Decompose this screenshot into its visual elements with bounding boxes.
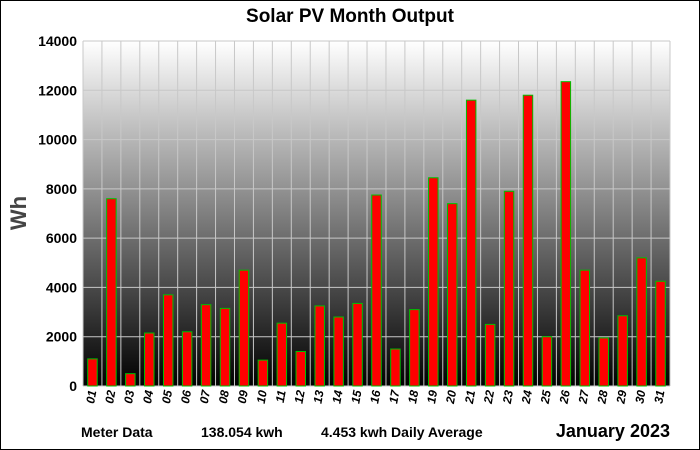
bar [617,315,628,387]
bar [87,358,98,387]
x-tick-label: 07 [197,388,213,405]
month-total: 138.054 kwh [201,424,283,440]
y-axis-label: Wh [6,196,31,230]
x-tick-label: 21 [462,389,478,406]
x-tick-label: 22 [481,389,497,406]
x-tick-label: 03 [121,389,137,405]
bar [598,337,609,387]
x-tick-label: 27 [575,388,592,406]
bar [276,322,288,387]
bar [409,309,420,387]
bar [428,177,439,387]
x-tick-label: 06 [178,389,194,405]
x-tick-label: 14 [329,389,345,405]
bar [200,304,212,387]
bar [503,190,515,387]
x-tick-label: 17 [386,388,402,405]
x-tick-label: 12 [292,389,308,405]
x-tick-label: 04 [140,389,156,405]
x-tick-label: 13 [311,389,327,405]
x-tick-label: 15 [348,389,364,405]
x-tick-label: 18 [405,389,421,405]
bar [162,294,174,387]
x-tick-label: 30 [632,389,648,405]
bar [655,280,666,387]
bar [238,269,250,387]
x-tick-label: 29 [613,389,629,406]
x-tick-label: 02 [102,389,118,405]
bar [447,203,458,387]
x-tick-label: 20 [443,389,459,406]
x-tick-label: 08 [216,389,232,405]
bar [181,331,193,387]
bar [352,302,363,387]
x-tick-label: 19 [424,389,440,405]
y-tick-label: 8000 [46,181,77,197]
bar [541,336,553,387]
daily-average: 4.453 kwh Daily Average [321,424,483,440]
x-tick-label: 10 [254,389,270,405]
bar [371,194,382,387]
bar [465,99,477,387]
month-label: January 2023 [555,421,670,441]
y-tick-label: 0 [69,378,77,394]
y-tick-label: 4000 [46,279,77,295]
y-tick-label: 10000 [38,132,77,148]
y-tick-label: 14000 [38,33,77,49]
bar [257,359,269,387]
x-tick-label: 28 [594,389,610,406]
x-tick-label: 05 [159,389,175,405]
bar [333,316,344,387]
bar [219,307,231,387]
bar [125,373,136,387]
x-tick-label: 31 [651,389,667,405]
bar [522,94,534,387]
y-tick-label: 12000 [38,82,77,98]
bar [560,81,572,387]
meter-data-label: Meter Data [81,424,153,440]
bar [579,269,591,387]
x-tick-label: 16 [367,389,383,405]
bar [390,348,401,387]
x-tick-label: 01 [83,389,99,405]
x-tick-label: 25 [538,389,554,406]
y-tick-label: 6000 [46,230,77,246]
bar [144,332,155,387]
bar [484,323,496,387]
x-tick-label: 24 [519,389,535,406]
bar [314,305,325,387]
x-tick-label: 23 [500,389,516,406]
bar [295,351,306,387]
bar [106,198,117,387]
y-tick-label: 2000 [46,329,77,345]
chart-title: Solar PV Month Output [246,6,455,27]
bar [636,257,647,387]
x-tick-label: 11 [273,389,289,404]
x-tick-label: 09 [235,389,251,405]
x-tick-label: 26 [557,389,573,406]
